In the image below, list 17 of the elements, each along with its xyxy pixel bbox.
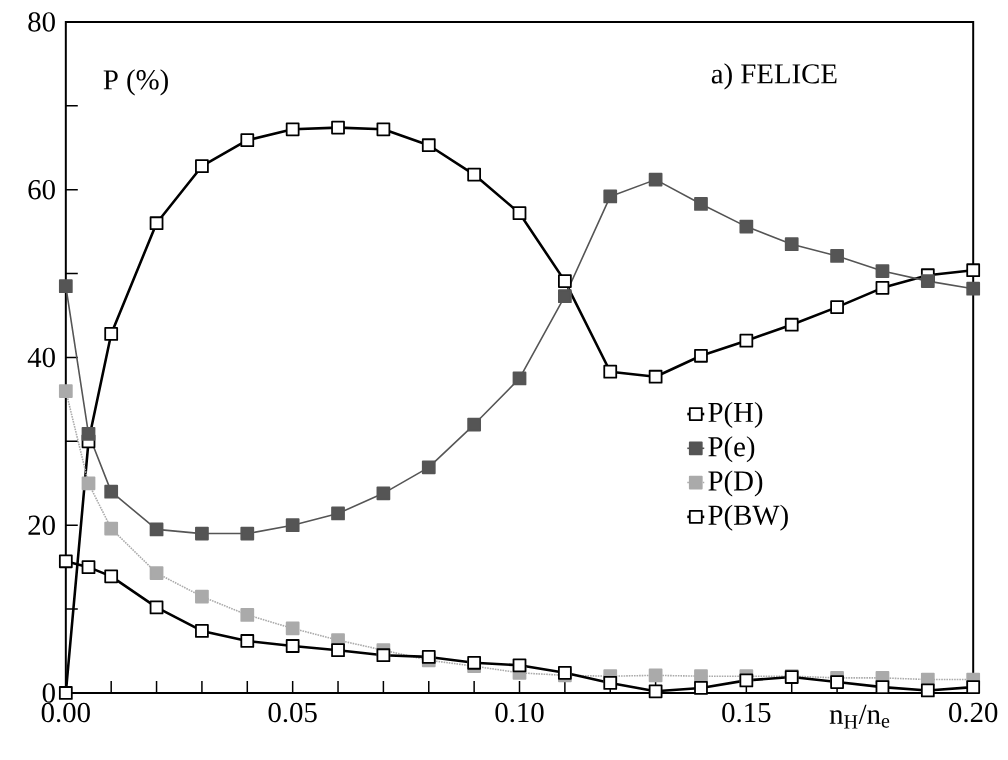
x-tick-label: 0.15 [722, 702, 771, 723]
y-tick-label: 80 [28, 12, 55, 32]
legend-label: P(H) [708, 401, 763, 429]
x-tick-label: 0.05 [268, 702, 317, 723]
x-tick-label: 0.10 [495, 702, 544, 723]
x-axis-title: n$_{H}$/n$_{e}$ [829, 704, 890, 729]
legend-label: P(BW) [708, 504, 788, 531]
text: a) FELICE [711, 63, 837, 90]
legend-label: P(e) [708, 436, 755, 463]
y-axis-title: P (%) [103, 69, 168, 96]
x-tick-label: 0.00 [41, 702, 90, 723]
y-tick-label: 60 [28, 180, 55, 200]
y-tick-label: 0 [42, 683, 55, 703]
y-tick-label: 20 [28, 515, 55, 536]
y-tick-label: 40 [27, 347, 55, 368]
x-tick-label: 0.20 [949, 702, 998, 723]
legend-label: P(D) [708, 470, 763, 497]
